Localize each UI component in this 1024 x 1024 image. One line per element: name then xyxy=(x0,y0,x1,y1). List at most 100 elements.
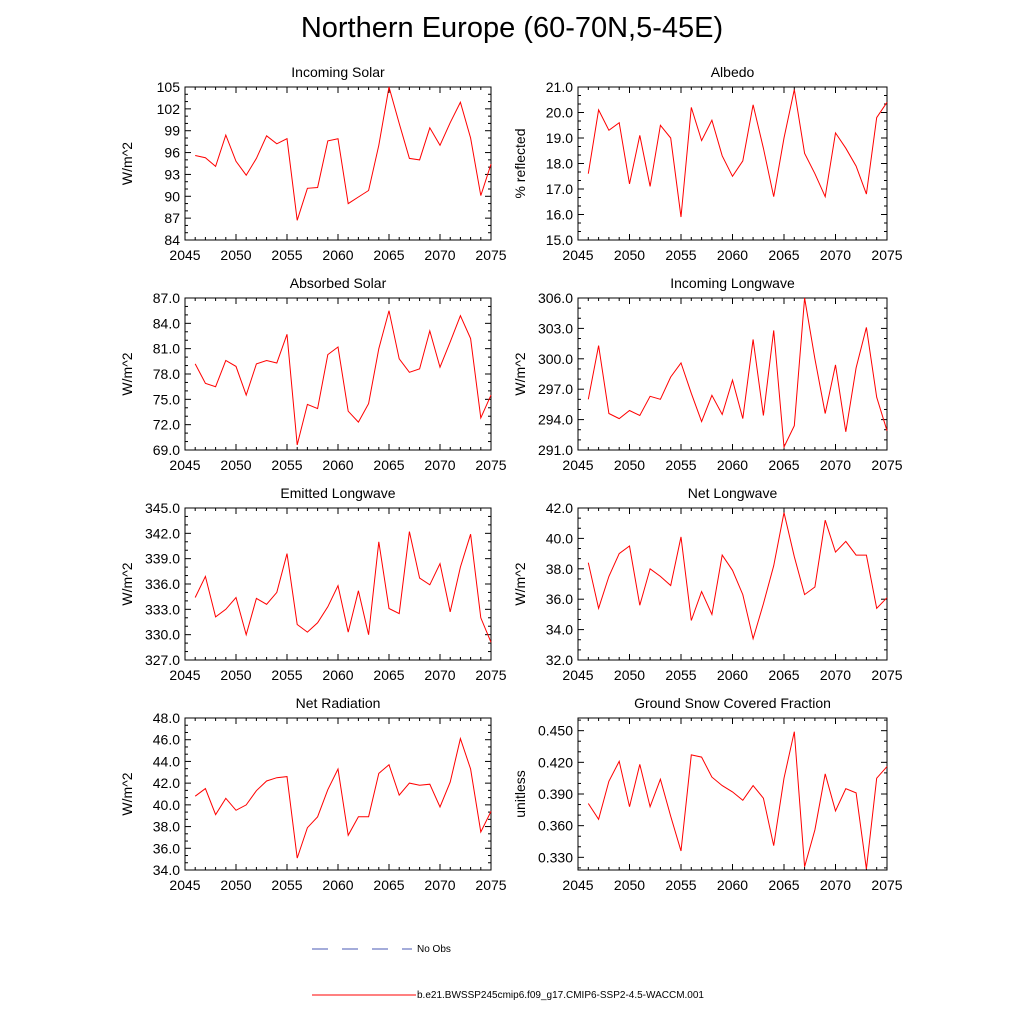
x-tick-label: 2045 xyxy=(562,457,593,473)
x-tick-label: 2070 xyxy=(424,877,455,893)
x-tick-label: 2055 xyxy=(271,457,302,473)
y-tick-label: 330.0 xyxy=(145,627,180,643)
chart-panel: Absorbed Solar W/m^2 2045 2050 2055 2060 2065 2… xyxy=(119,275,507,473)
y-axis-label: W/m^2 xyxy=(119,142,135,185)
y-axis-label: W/m^2 xyxy=(512,352,528,395)
y-tick-label: 15.0 xyxy=(546,232,573,248)
x-tick-label: 2065 xyxy=(768,667,799,683)
y-tick-label: 105 xyxy=(157,79,181,95)
y-tick-label: 306.0 xyxy=(538,290,573,306)
y-tick-label: 48.0 xyxy=(153,710,180,726)
y-axis-label: W/m^2 xyxy=(119,562,135,605)
y-tick-label: 90 xyxy=(164,188,180,204)
plot-frame xyxy=(577,86,888,241)
x-tick-label: 2055 xyxy=(665,247,696,263)
legend-model-label: b.e21.BWSSP245cmip6.f09_g17.CMIP6-SSP2-4… xyxy=(417,990,704,1001)
y-tick-label: 19.0 xyxy=(546,130,573,146)
x-tick-label: 2060 xyxy=(322,877,353,893)
chart-panel: Net Radiation W/m^2 2045 2050 2055 2060 2065 20… xyxy=(119,695,507,893)
x-tick-label: 2060 xyxy=(322,667,353,683)
y-tick-label: 72.0 xyxy=(153,417,180,433)
x-tick-label: 2050 xyxy=(220,247,251,263)
x-tick-label: 2050 xyxy=(220,877,251,893)
y-tick-label: 0.420 xyxy=(538,754,573,770)
y-tick-label: 21.0 xyxy=(546,79,573,95)
y-tick-label: 297.0 xyxy=(538,381,573,397)
x-tick-label: 2060 xyxy=(717,667,748,683)
x-tick-label: 2070 xyxy=(424,457,455,473)
y-tick-label: 36.0 xyxy=(153,840,180,856)
x-tick-label: 2065 xyxy=(373,667,404,683)
y-tick-label: 294.0 xyxy=(538,412,573,428)
chart-panel: Net Longwave W/m^2 2045 2050 2055 2060 2065 207… xyxy=(512,485,903,683)
y-tick-label: 339.0 xyxy=(145,551,180,567)
y-tick-label: 36.0 xyxy=(546,591,573,607)
y-tick-label: 291.0 xyxy=(538,442,573,458)
legend-model-line xyxy=(312,994,416,996)
chart-panel: Ground Snow Covered Fraction unitless 2045… xyxy=(512,695,903,893)
x-tick-label: 2050 xyxy=(614,457,645,473)
page-title: Northern Europe (60-70N,5-45E) xyxy=(300,12,724,44)
y-tick-label: 84.0 xyxy=(153,315,180,331)
y-tick-label: 336.0 xyxy=(145,576,180,592)
x-tick-label: 2075 xyxy=(871,667,902,683)
y-tick-label: 342.0 xyxy=(145,525,180,541)
y-tick-label: 87 xyxy=(164,210,180,226)
series-line xyxy=(587,512,888,641)
y-tick-label: 102 xyxy=(157,101,181,117)
x-tick-label: 2075 xyxy=(475,877,506,893)
y-tick-label: 0.360 xyxy=(538,818,573,834)
y-tick-label: 303.0 xyxy=(538,320,573,336)
x-tick-label: 2075 xyxy=(475,457,506,473)
x-tick-label: 2060 xyxy=(717,457,748,473)
chart-panel: Albedo % reflected 2045 2050 2055 2060 2065 207… xyxy=(512,64,903,263)
chart-title: Net Radiation xyxy=(296,695,381,711)
y-tick-label: 99 xyxy=(164,123,180,139)
y-tick-label: 44.0 xyxy=(153,753,180,769)
y-tick-label: 0.450 xyxy=(538,723,573,739)
x-tick-label: 2075 xyxy=(871,877,902,893)
x-tick-label: 2065 xyxy=(373,457,404,473)
x-tick-label: 2060 xyxy=(322,247,353,263)
x-tick-label: 2055 xyxy=(271,877,302,893)
y-tick-label: 0.390 xyxy=(538,786,573,802)
x-tick-label: 2045 xyxy=(169,877,200,893)
x-tick-label: 2075 xyxy=(475,667,506,683)
chart-title: Incoming Longwave xyxy=(670,275,795,291)
series-line xyxy=(194,310,492,446)
y-tick-label: 38.0 xyxy=(546,561,573,577)
x-tick-label: 2050 xyxy=(614,667,645,683)
y-tick-label: 69.0 xyxy=(153,442,180,458)
y-tick-label: 327.0 xyxy=(145,652,180,668)
chart-title: Ground Snow Covered Fraction xyxy=(634,695,831,711)
chart-panel: Emitted Longwave W/m^2 2045 2050 2055 2060 206… xyxy=(119,485,507,683)
series-line xyxy=(587,89,888,218)
x-tick-label: 2075 xyxy=(871,457,902,473)
x-tick-label: 2065 xyxy=(768,877,799,893)
chart-title: Emitted Longwave xyxy=(280,485,395,501)
y-axis-label: W/m^2 xyxy=(119,772,135,815)
legend-no-obs-label: No Obs xyxy=(417,944,451,955)
y-tick-label: 38.0 xyxy=(153,819,180,835)
plot-frame xyxy=(577,297,888,451)
x-tick-label: 2045 xyxy=(562,247,593,263)
x-tick-label: 2050 xyxy=(614,877,645,893)
y-tick-label: 18.0 xyxy=(546,156,573,172)
x-tick-label: 2045 xyxy=(169,457,200,473)
y-tick-label: 345.0 xyxy=(145,500,180,516)
x-tick-label: 2050 xyxy=(220,667,251,683)
x-tick-label: 2055 xyxy=(665,457,696,473)
x-tick-label: 2070 xyxy=(820,247,851,263)
x-tick-label: 2070 xyxy=(424,247,455,263)
plot-frame xyxy=(184,86,492,241)
x-tick-label: 2045 xyxy=(169,667,200,683)
y-tick-label: 42.0 xyxy=(546,500,573,516)
x-tick-label: 2045 xyxy=(562,877,593,893)
y-tick-label: 84 xyxy=(164,232,180,248)
x-tick-label: 2055 xyxy=(665,667,696,683)
x-tick-label: 2050 xyxy=(614,247,645,263)
chart-title: Absorbed Solar xyxy=(290,275,387,291)
y-axis-label: % reflected xyxy=(512,128,528,198)
y-tick-label: 34.0 xyxy=(546,622,573,638)
